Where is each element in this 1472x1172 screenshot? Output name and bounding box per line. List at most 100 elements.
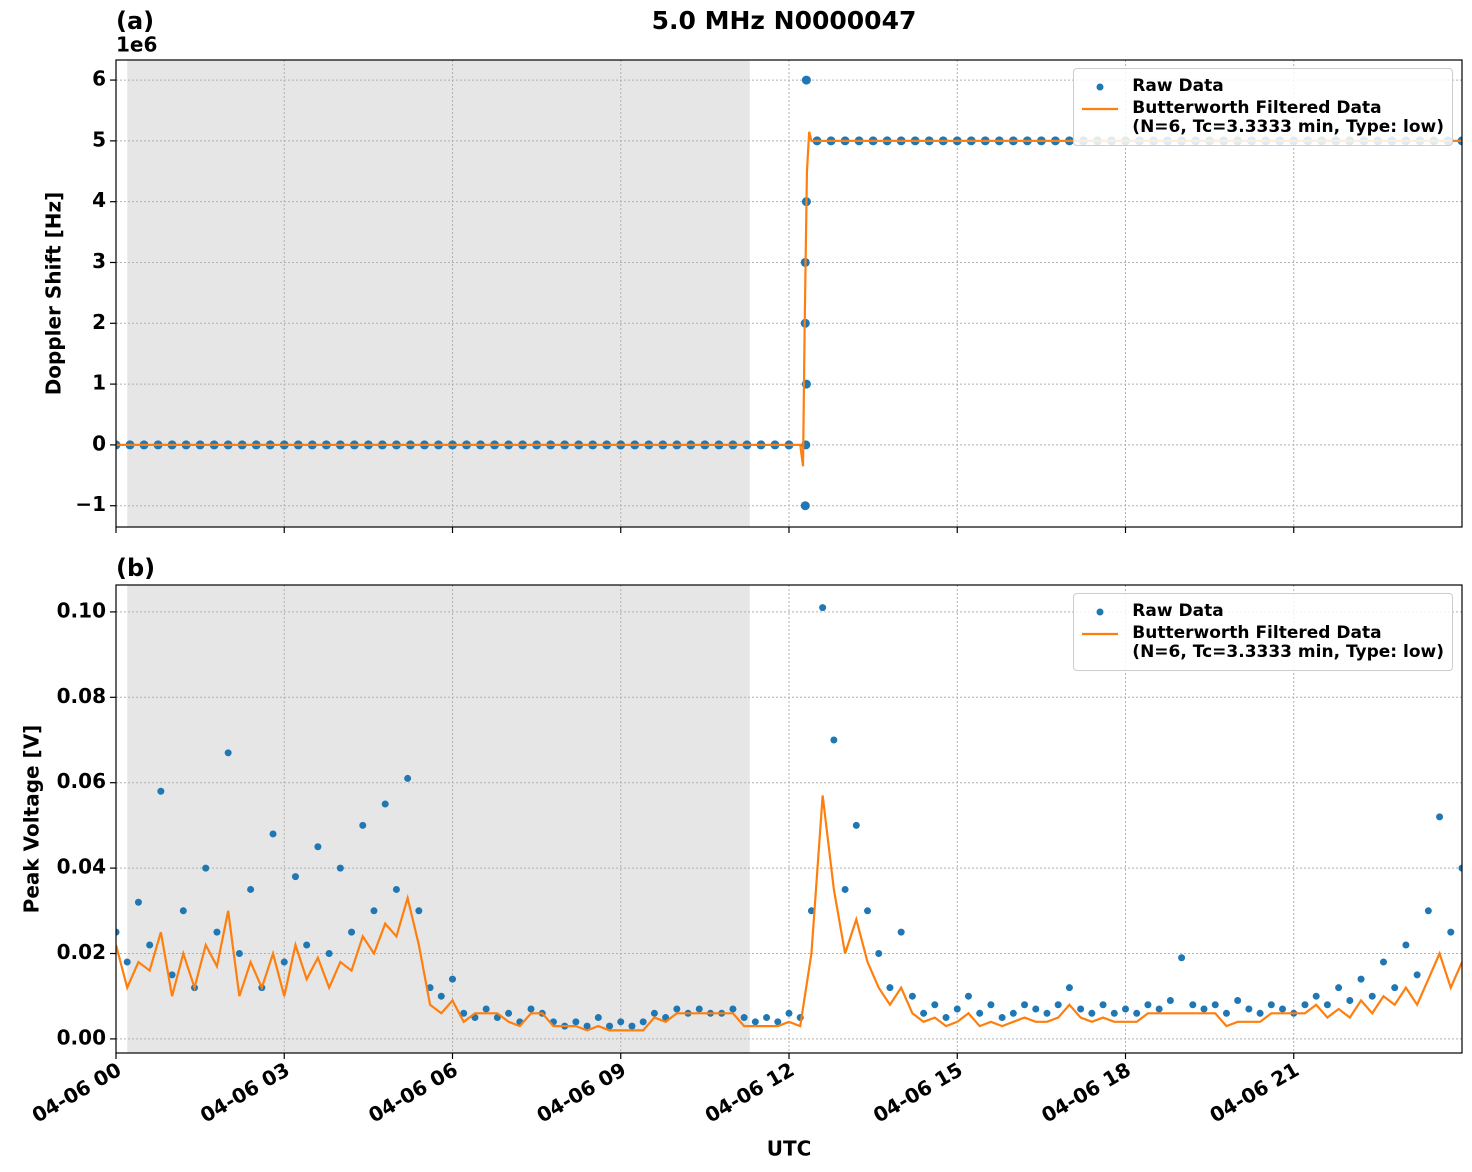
data-point	[370, 907, 378, 915]
data-point	[1357, 975, 1365, 983]
panel-label: (b)	[116, 554, 155, 582]
x-tick-label: 04-06 09	[532, 1057, 630, 1127]
data-point	[1256, 1009, 1264, 1017]
data-point	[280, 958, 288, 966]
x-tick-label: 04-06 12	[701, 1057, 799, 1127]
data-point	[348, 928, 356, 936]
data-point	[800, 501, 810, 511]
data-point	[202, 864, 210, 872]
data-point	[897, 928, 905, 936]
data-point	[998, 1014, 1006, 1022]
data-point	[695, 1005, 703, 1013]
data-point	[482, 1005, 490, 1013]
data-point	[1032, 1005, 1040, 1013]
data-point	[1099, 1001, 1107, 1009]
y-tick-label: 1	[92, 371, 106, 395]
y-tick-label: 0.04	[57, 855, 106, 879]
data-point	[1391, 984, 1399, 992]
data-point	[886, 984, 894, 992]
data-point	[953, 1005, 961, 1013]
data-point	[1368, 992, 1376, 1000]
data-point	[1312, 992, 1320, 1000]
x-tick-label: 04-06 21	[1205, 1057, 1303, 1127]
y-tick-label: 2	[92, 310, 106, 334]
data-point	[801, 75, 811, 85]
data-point	[628, 1022, 636, 1030]
legend-marker	[1096, 83, 1104, 91]
data-point	[426, 984, 434, 992]
data-point	[650, 1009, 658, 1017]
legend-label: Raw Data	[1132, 76, 1224, 96]
data-point	[1009, 1009, 1017, 1017]
data-point	[116, 928, 120, 936]
data-point	[1234, 996, 1242, 1004]
x-axis-label: UTC	[767, 1137, 812, 1161]
data-point	[807, 907, 815, 915]
data-point	[1323, 1001, 1331, 1009]
legend-label: Butterworth Filtered Data (N=6, Tc=3.333…	[1132, 623, 1444, 662]
data-point	[1267, 1001, 1275, 1009]
y-tick-label: −1	[75, 492, 106, 516]
data-point	[1144, 1001, 1152, 1009]
axes-frame	[115, 584, 1463, 1054]
data-point	[875, 950, 883, 958]
data-point	[785, 1009, 793, 1017]
legend-label: Raw Data	[1132, 601, 1224, 621]
data-point	[751, 1018, 759, 1026]
data-point	[1379, 958, 1387, 966]
legend-label: Butterworth Filtered Data (N=6, Tc=3.333…	[1132, 98, 1444, 137]
data-point	[1402, 941, 1410, 949]
data-point	[1054, 1001, 1062, 1009]
legend-entry: Raw Data	[1080, 77, 1444, 97]
data-point	[852, 821, 860, 829]
panel-label: (a)	[116, 7, 154, 35]
data-point	[303, 941, 311, 949]
shaded-span	[127, 585, 750, 1053]
data-point	[1088, 1009, 1096, 1017]
data-point	[673, 1005, 681, 1013]
data-point	[247, 885, 255, 893]
data-point	[269, 830, 277, 838]
legend-entry: Butterworth Filtered Data (N=6, Tc=3.333…	[1080, 624, 1444, 662]
legend: Raw Data Butterworth Filtered Data (N=6, …	[1073, 68, 1453, 146]
data-point	[1065, 984, 1073, 992]
shaded-span	[127, 60, 750, 527]
data-point	[1211, 1001, 1219, 1009]
data-point	[291, 873, 299, 881]
data-point	[639, 1018, 647, 1026]
data-point	[1166, 996, 1174, 1004]
data-point	[819, 604, 827, 612]
plot-area	[116, 604, 1462, 1032]
data-point	[841, 885, 849, 893]
legend-marker	[1096, 608, 1104, 616]
data-point	[774, 1018, 782, 1026]
data-point	[123, 958, 131, 966]
data-point	[1222, 1009, 1230, 1017]
data-point	[1200, 1005, 1208, 1013]
legend: Raw Data Butterworth Filtered Data (N=6, …	[1073, 593, 1453, 671]
data-point	[1110, 1009, 1118, 1017]
x-tick-label: 04-06 03	[196, 1057, 294, 1127]
y-tick-label: 4	[92, 188, 106, 212]
data-point	[460, 1009, 468, 1017]
y-tick-label: 0.02	[57, 940, 106, 964]
data-point	[1301, 1001, 1309, 1009]
data-point	[572, 1018, 580, 1026]
data-point	[381, 800, 389, 808]
data-point	[1189, 1001, 1197, 1009]
y-tick-label: 0.08	[57, 684, 106, 708]
data-point	[942, 1014, 950, 1022]
data-point	[415, 907, 423, 915]
data-point	[359, 821, 367, 829]
data-point	[931, 1001, 939, 1009]
data-point	[505, 1009, 513, 1017]
legend-symbol	[1082, 632, 1119, 636]
y-tick-label: 0.10	[57, 598, 106, 622]
data-line	[116, 131, 1462, 467]
axes-frame	[115, 59, 1463, 528]
data-point	[325, 950, 333, 958]
legend-symbol	[1096, 608, 1104, 616]
data-point	[740, 1014, 748, 1022]
x-tick-label: 04-06 15	[869, 1057, 967, 1127]
